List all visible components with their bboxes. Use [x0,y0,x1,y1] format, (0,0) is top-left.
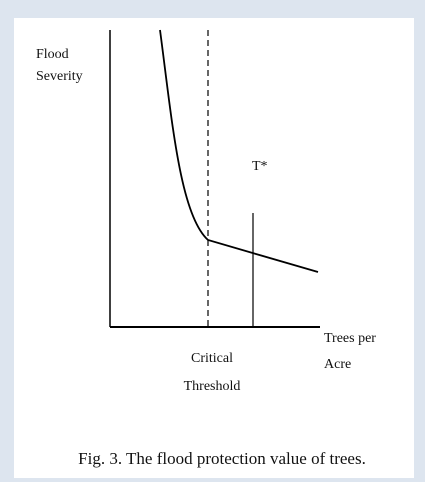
marker-label: T* [252,159,268,174]
threshold-label: Critical [191,351,233,366]
threshold-label: Threshold [184,379,241,394]
caption: Fig. 3. The flood protection value of tr… [78,449,366,468]
x-axis-label: Trees per [324,331,376,346]
severity-curve [159,29,319,273]
figure-panel [14,18,414,478]
x-axis-label: Acre [324,357,351,372]
y-axis-label: Flood [36,47,69,62]
y-axis-label: Severity [36,69,83,84]
